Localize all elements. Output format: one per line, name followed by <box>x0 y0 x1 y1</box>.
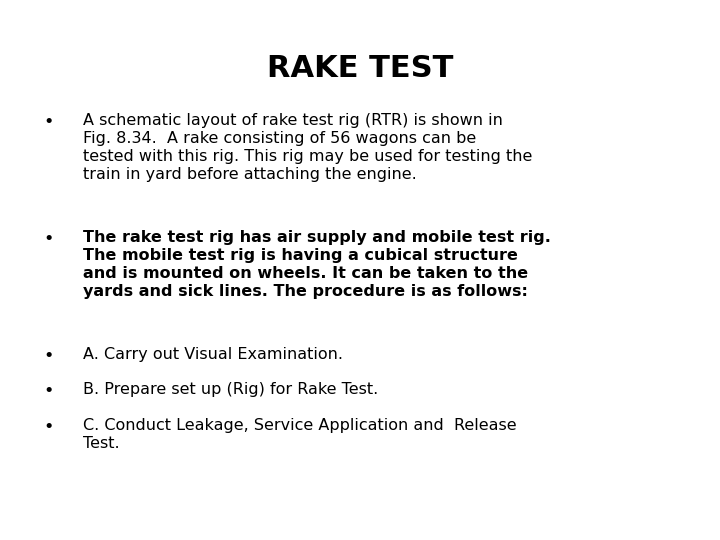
Text: C. Conduct Leakage, Service Application and  Release
Test.: C. Conduct Leakage, Service Application … <box>83 418 516 451</box>
Text: •: • <box>43 113 53 131</box>
Text: •: • <box>43 382 53 400</box>
Text: The rake test rig has air supply and mobile test rig.
The mobile test rig is hav: The rake test rig has air supply and mob… <box>83 230 551 299</box>
Text: •: • <box>43 418 53 436</box>
Text: B. Prepare set up (Rig) for Rake Test.: B. Prepare set up (Rig) for Rake Test. <box>83 382 378 397</box>
Text: RAKE TEST: RAKE TEST <box>267 54 453 83</box>
Text: A schematic layout of rake test rig (RTR) is shown in
Fig. 8.34.  A rake consist: A schematic layout of rake test rig (RTR… <box>83 113 532 183</box>
Text: •: • <box>43 230 53 248</box>
Text: •: • <box>43 347 53 364</box>
Text: A. Carry out Visual Examination.: A. Carry out Visual Examination. <box>83 347 343 362</box>
